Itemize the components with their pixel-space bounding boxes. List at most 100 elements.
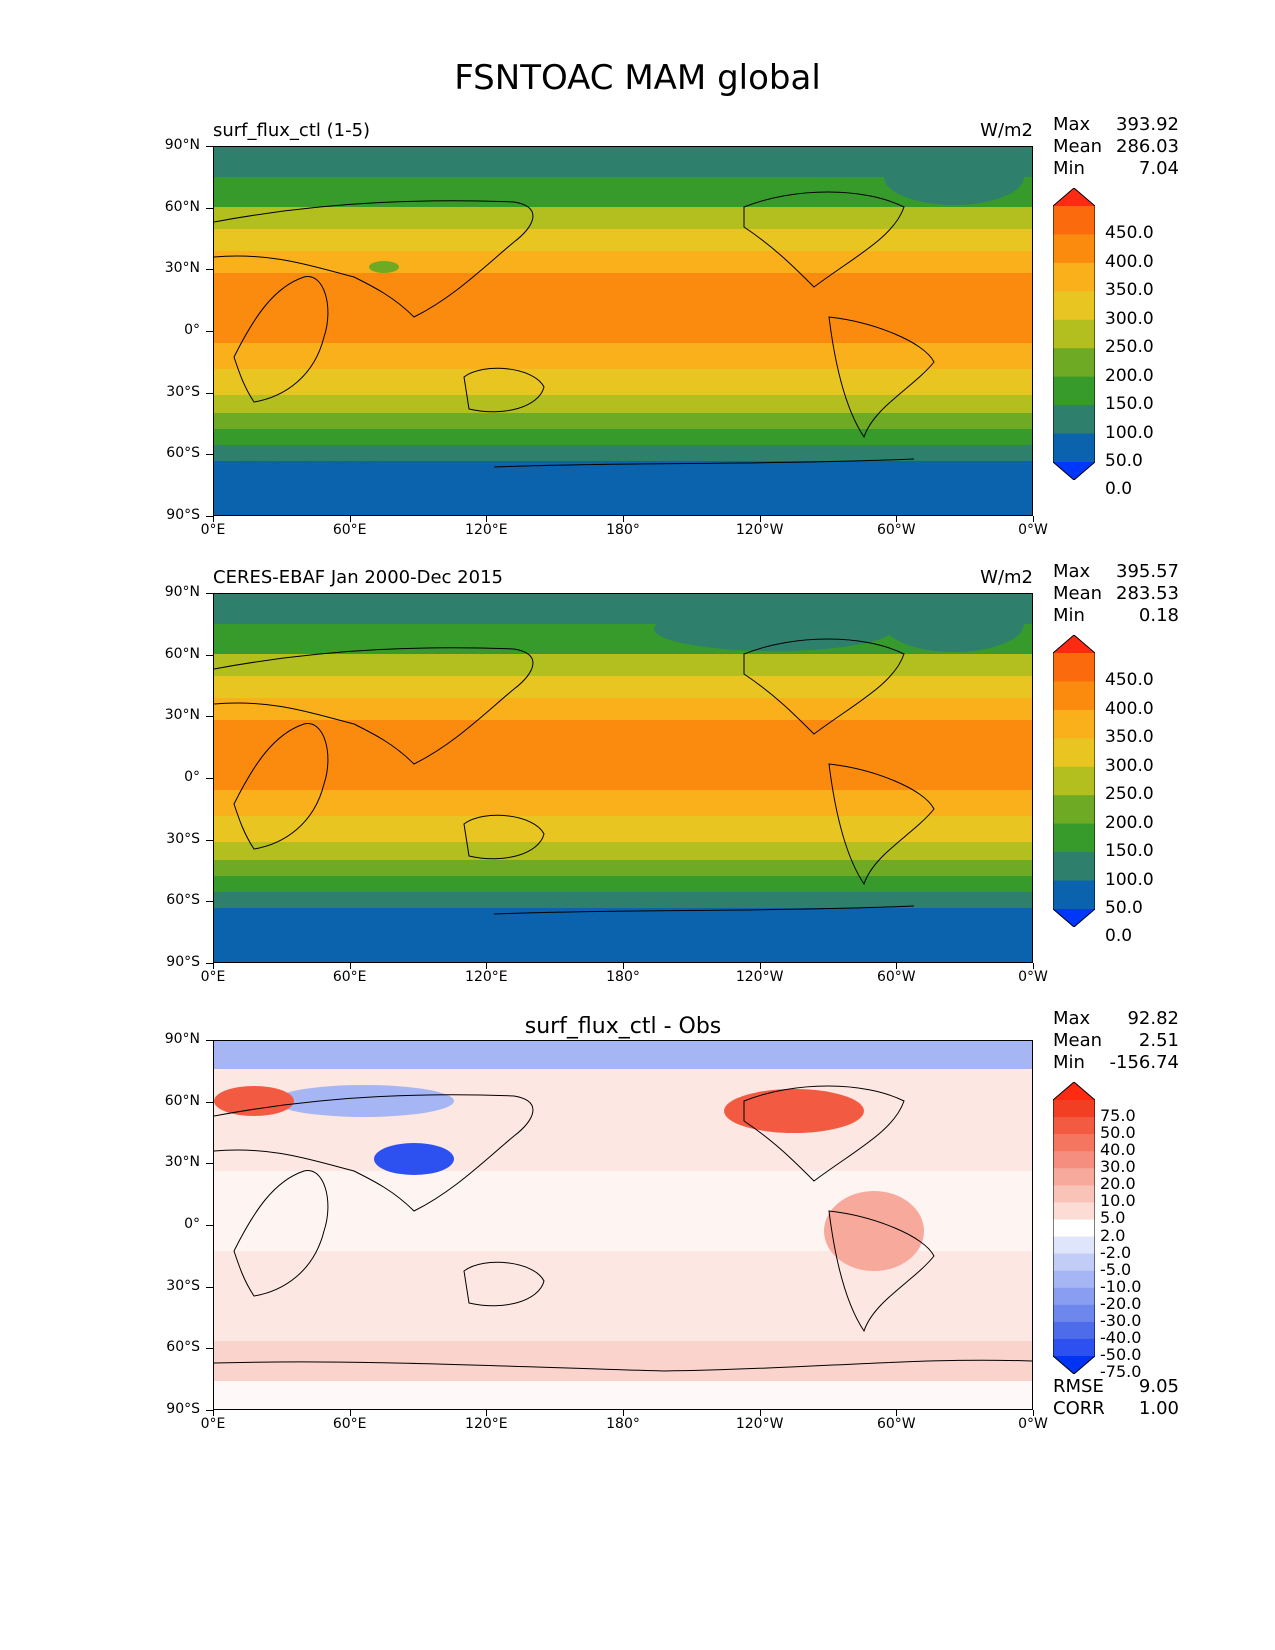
longitude-tick xyxy=(896,516,898,522)
colorbar-tick-label: -75.0 xyxy=(1100,1362,1142,1382)
longitude-tick-label: 120°E xyxy=(465,522,508,538)
colorbar-tick-label: -50.0 xyxy=(1100,1345,1142,1364)
colorbar-tick-label: 50.0 xyxy=(1105,898,1143,918)
colorbar-tick-label: 75.0 xyxy=(1100,1106,1136,1126)
min-label: Min xyxy=(1053,158,1085,179)
colorbar-tick-label: 5.0 xyxy=(1100,1208,1126,1228)
min-value: 0.18 xyxy=(1138,605,1179,626)
longitude-tick xyxy=(623,963,624,969)
longitude-tick-label: 0°E xyxy=(200,969,226,985)
mean-value: 283.53 xyxy=(1116,583,1179,604)
panel-model: surf_flux_ctl (1-5) W/m2 Max 393.92 Mean 2… xyxy=(0,114,1275,580)
min-label: Min xyxy=(1053,605,1085,626)
longitude-tick-label: 60°E xyxy=(332,969,367,985)
colorbar-tick-label: 50.0 xyxy=(1100,1123,1136,1143)
max-value: 395.57 xyxy=(1116,561,1179,582)
latitude-tick-label: 30°N xyxy=(164,260,200,277)
map-plot xyxy=(213,593,1033,963)
mean-label: Mean xyxy=(1053,583,1103,604)
latitude-tick xyxy=(206,207,213,209)
colorbar-tick-label: -2.0 xyxy=(1100,1242,1132,1262)
colorbar-segment xyxy=(1053,1270,1095,1289)
colorbar-over-extension xyxy=(1053,188,1095,206)
latitude-tick xyxy=(206,593,213,594)
latitude-tick-label: 60°N xyxy=(164,198,200,215)
colorbar-tick-label: 400.0 xyxy=(1105,251,1154,272)
colorbar-segment xyxy=(1053,1253,1095,1272)
latitude-tick-label: 0° xyxy=(184,322,200,338)
panel-title: CERES-EBAF Jan 2000-Dec 2015 xyxy=(213,567,503,588)
longitude-tick-label: 180° xyxy=(606,969,640,985)
colorbar-segment xyxy=(1053,1100,1095,1118)
panel-title: surf_flux_ctl (1-5) xyxy=(213,120,371,141)
mean-label: Mean xyxy=(1053,136,1103,157)
colorbar-tick-label: 150.0 xyxy=(1105,841,1154,862)
colorbar-tick-label: -20.0 xyxy=(1100,1293,1142,1313)
colorbar-tick-label: 2.0 xyxy=(1100,1225,1126,1245)
stats-box: Max 92.82 Mean 2.51 Min -156.74 xyxy=(1053,1008,1179,1074)
latitude-tick-label: 0° xyxy=(184,769,200,785)
colorbar-tick-label: -30.0 xyxy=(1100,1310,1142,1330)
longitude-tick-label: 0°W xyxy=(1018,1416,1048,1432)
colorbar-segment xyxy=(1053,1151,1095,1169)
longitude-tick xyxy=(349,516,351,522)
panel-title: surf_flux_ctl - Obs xyxy=(524,1014,722,1039)
colorbar-tick-label: 20.0 xyxy=(1100,1174,1136,1194)
colorbar-tick-label: 350.0 xyxy=(1105,727,1154,748)
colorbar-tick-label: 30.0 xyxy=(1100,1157,1136,1177)
max-label: Max xyxy=(1053,1008,1091,1029)
latitude-tick-label: 90°S xyxy=(166,507,200,523)
latitude-tick-label: 60°S xyxy=(166,1339,200,1356)
error-stats: RMSE 9.05 CORR 1.00 xyxy=(1053,1376,1179,1420)
min-label: Min xyxy=(1053,1052,1085,1073)
max-label: Max xyxy=(1053,561,1091,582)
longitude-tick xyxy=(349,1410,351,1416)
colorbar-segment xyxy=(1053,1304,1095,1323)
figure-title: FSNTOAC MAM global xyxy=(454,58,821,98)
colorbar-segment xyxy=(1053,1219,1095,1238)
colorbar-tick-label: 450.0 xyxy=(1105,670,1154,691)
corr-label: CORR xyxy=(1053,1398,1105,1419)
longitude-tick-label: 120°E xyxy=(465,1416,508,1432)
longitude-tick xyxy=(213,516,214,522)
corr-value: 1.00 xyxy=(1138,1398,1179,1419)
longitude-tick xyxy=(1033,516,1034,522)
latitude-tick xyxy=(206,269,213,271)
stats-box: Max 393.92 Mean 286.03 Min 7.04 xyxy=(1053,114,1179,180)
latitude-tick-label: 30°S xyxy=(166,383,200,400)
mean-value: 286.03 xyxy=(1116,136,1179,157)
longitude-tick-label: 60°W xyxy=(876,1416,916,1432)
colorbar-svg xyxy=(1052,1081,1096,1375)
latitude-tick-label: 30°N xyxy=(164,1154,200,1171)
colorbar-svg xyxy=(1052,634,1096,928)
longitude-tick xyxy=(213,1410,214,1416)
map-plot xyxy=(213,1040,1033,1410)
colorbar-segment xyxy=(1053,1236,1095,1255)
colorbar-segment xyxy=(1053,1168,1095,1186)
colorbar-tick-label: 250.0 xyxy=(1105,784,1154,805)
longitude-tick xyxy=(486,516,488,522)
colorbar-tick-label: 400.0 xyxy=(1105,698,1154,719)
colorbar-segment xyxy=(1053,1338,1095,1357)
longitude-tick xyxy=(759,963,761,969)
colorbar-tick-label: 300.0 xyxy=(1105,755,1154,776)
colorbar-tick-label: 0.0 xyxy=(1105,479,1133,500)
colorbar-tick-label: 200.0 xyxy=(1105,812,1154,833)
longitude-tick xyxy=(896,1410,898,1416)
longitude-tick xyxy=(349,963,351,969)
colorbar-segment xyxy=(1053,823,1095,853)
latitude-tick xyxy=(206,1163,213,1165)
min-value: 7.04 xyxy=(1138,158,1179,179)
latitude-tick-label: 90°S xyxy=(166,954,200,970)
latitude-tick-label: 90°N xyxy=(164,137,200,153)
longitude-tick-label: 60°E xyxy=(332,1416,367,1432)
colorbar-tick-label: 40.0 xyxy=(1100,1140,1136,1160)
longitude-tick-label: 120°W xyxy=(735,969,784,985)
colorbar-segment xyxy=(1053,206,1095,235)
colorbar-segment xyxy=(1053,1202,1095,1220)
latitude-tick-label: 30°S xyxy=(166,830,200,847)
panel-difference: surf_flux_ctl - Obs Max 92.82 Mean 2.51 Mi… xyxy=(0,1008,1275,1474)
colorbar-tick-label: -5.0 xyxy=(1100,1259,1132,1279)
longitude-tick xyxy=(623,516,624,522)
latitude-tick-label: 30°N xyxy=(164,707,200,724)
